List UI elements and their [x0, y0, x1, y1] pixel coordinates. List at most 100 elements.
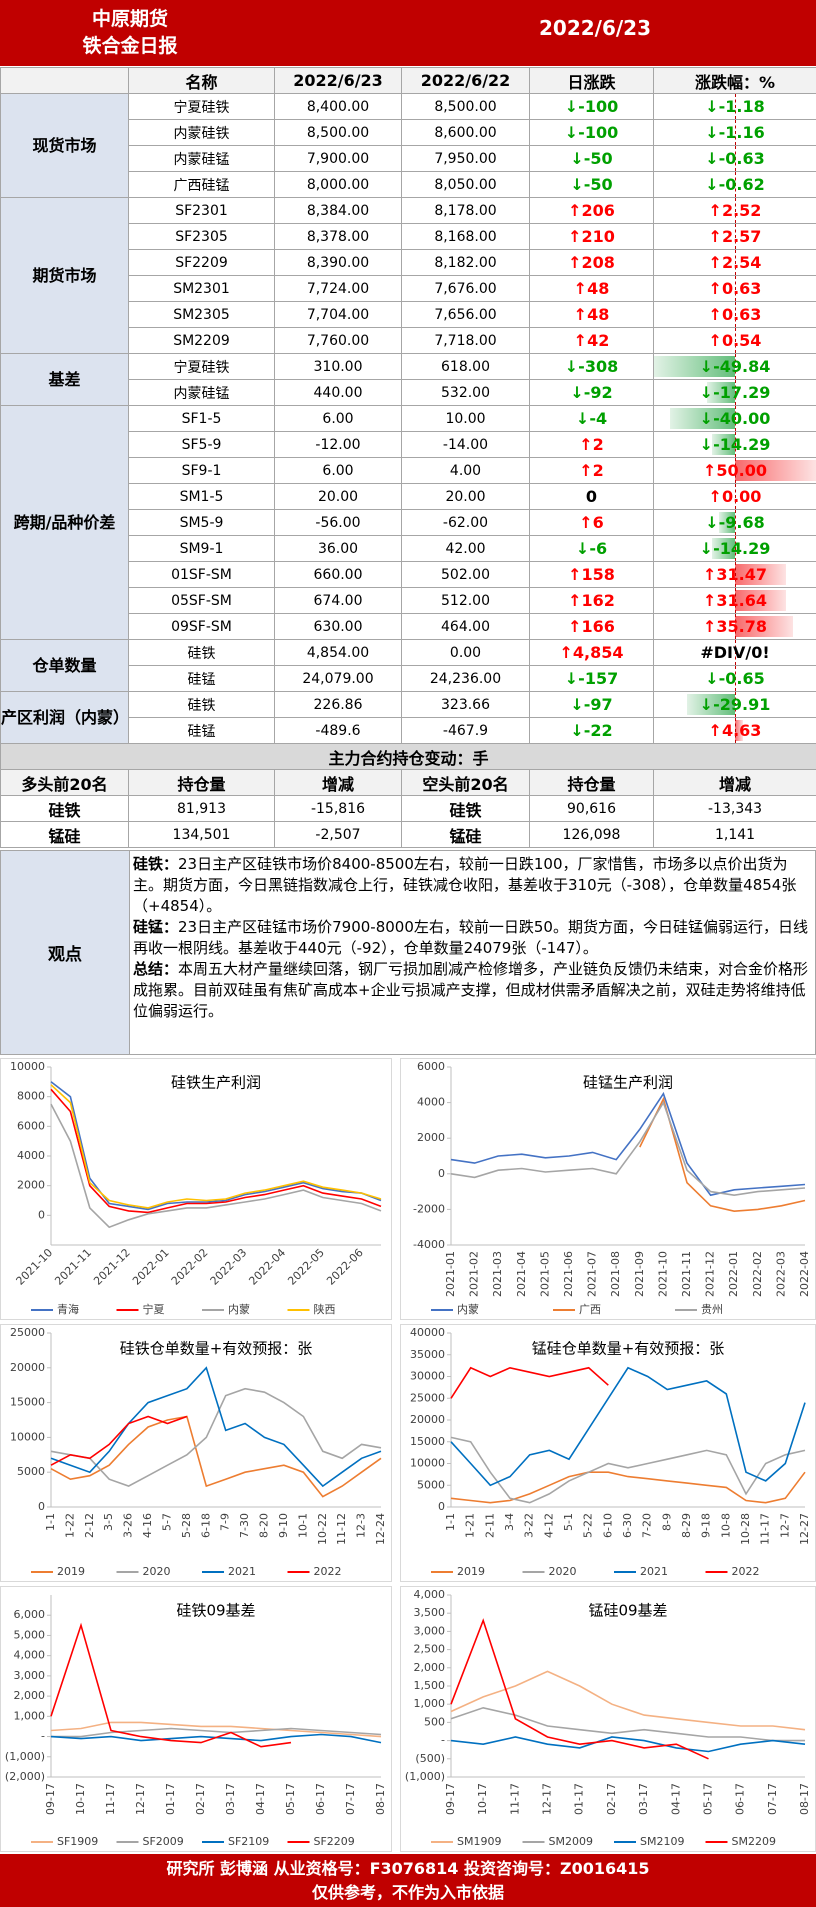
- x-tick-label: 11-12: [335, 1513, 348, 1545]
- x-tick-label: 10-17: [476, 1783, 489, 1815]
- table-row: 硅锰 24,079.00 24,236.00 ↓-157 ↓-0.65: [1, 665, 816, 692]
- change-pct-cell: ↓-49.84: [653, 353, 816, 380]
- position-value: 126,098: [529, 821, 654, 848]
- change-pct: ↓-1.18: [705, 97, 765, 116]
- daily-change: ↑2: [529, 457, 654, 484]
- legend-label: 内蒙: [457, 1302, 479, 1316]
- column-header: 2022/6/22: [401, 67, 530, 94]
- group-label: 现货市场: [0, 93, 129, 198]
- data-bar: [686, 694, 735, 715]
- y-tick-label: 1,000: [14, 1709, 46, 1722]
- change-pct-cell: ↑2.57: [653, 223, 816, 250]
- table-row: SM5-9 -56.00 -62.00 ↑6 ↓-9.68: [1, 509, 816, 536]
- daily-change: ↓-50: [529, 145, 654, 172]
- x-tick-label: 5-7: [160, 1513, 173, 1531]
- item-name: SF5-9: [128, 431, 275, 458]
- series-line: [50, 1415, 382, 1498]
- x-tick-label: 9-10: [277, 1513, 290, 1538]
- variety: 锰硅: [401, 821, 530, 848]
- column-header: 多头前20名: [0, 769, 129, 796]
- daily-change: ↑4,854: [529, 639, 654, 666]
- daily-change: ↑210: [529, 223, 654, 250]
- x-tick-label: 03-17: [637, 1783, 650, 1815]
- daily-change: ↑48: [529, 301, 654, 328]
- center-line: [735, 354, 736, 379]
- data-bar: [707, 382, 735, 403]
- x-tick-label: 05-17: [284, 1783, 297, 1815]
- change-pct: ↓-14.29: [699, 539, 771, 558]
- price: 8,000.00: [274, 171, 402, 198]
- x-tick-label: 1-21: [464, 1513, 477, 1538]
- x-tick-label: 11-17: [104, 1783, 117, 1815]
- series-line: [50, 1622, 292, 1748]
- blank-header: [0, 67, 129, 94]
- table-row: 广西硅锰 8,000.00 8,050.00 ↓-50 ↓-0.62: [1, 171, 816, 198]
- x-tick-label: 06-17: [734, 1783, 747, 1815]
- table-row: 硅铁 81,913 -15,816 硅铁 90,616 -13,343: [0, 795, 816, 822]
- price: 226.86: [274, 691, 402, 718]
- column-header: 空头前20名: [401, 769, 530, 796]
- change-pct: ↑2.52: [708, 201, 762, 220]
- daily-change: ↑206: [529, 197, 654, 224]
- change-pct-cell: ↑2.52: [653, 197, 816, 224]
- item-name: SF2209: [128, 249, 275, 276]
- series-line: [50, 1415, 188, 1466]
- x-tick-label: 7-30: [238, 1513, 251, 1538]
- position-value: 1,141: [652, 821, 816, 848]
- x-tick-label: 08-17: [374, 1783, 387, 1815]
- y-tick-label: (1,000): [5, 1750, 45, 1763]
- price: 20.00: [274, 483, 402, 510]
- x-tick-label: 2021-10: [14, 1246, 56, 1288]
- price: 310.00: [274, 353, 402, 380]
- data-bar: [735, 564, 786, 585]
- table-row: SM1-5 20.00 20.00 0 ↑0.00: [1, 483, 816, 510]
- view-text: 23日主产区硅锰市场价7900-8000左右，较前一日跌50。期货方面，今日硅锰…: [133, 918, 808, 957]
- x-tick-label: 10-22: [316, 1513, 329, 1545]
- column-header: 名称: [128, 67, 275, 94]
- change-pct-cell: #DIV/0!: [653, 639, 816, 666]
- price: 7,704.00: [274, 301, 402, 328]
- x-tick-label: 10-8: [719, 1513, 732, 1538]
- change-pct: ↑0.54: [708, 331, 762, 350]
- x-tick-label: 2022-01: [130, 1246, 172, 1288]
- group-label: 期货市场: [0, 197, 129, 354]
- column-header: 2022/6/23: [274, 67, 402, 94]
- variety: 硅铁: [0, 795, 129, 822]
- header: 中原期货 铁合金日报 2022/6/23: [0, 0, 816, 67]
- item-name: 硅铁: [128, 691, 275, 718]
- data-bar: [719, 512, 735, 533]
- x-tick-label: 11-17: [759, 1513, 772, 1545]
- price-table: 名称 2022/6/23 2022/6/22 日涨跌 涨跌幅：% 现货市场 宁夏硅铁 8,4…: [0, 67, 816, 744]
- change-pct: ↓-1.16: [705, 123, 765, 142]
- series-line: [50, 1366, 382, 1488]
- x-tick-label: 2022-03: [208, 1246, 250, 1288]
- column-header: 增减: [652, 769, 816, 796]
- series-line: [450, 1091, 806, 1197]
- legend-label: 内蒙: [228, 1302, 250, 1316]
- daily-change: ↓-157: [529, 665, 654, 692]
- series-line: [450, 1100, 806, 1197]
- view-paragraph: 硅锰：23日主产区硅锰市场价7900-8000左右，较前一日跌50。期货方面，今…: [133, 917, 809, 959]
- change-pct-cell: ↓-1.18: [653, 93, 816, 120]
- data-bar: [735, 720, 743, 741]
- column-header: 持仓量: [529, 769, 654, 796]
- series-line: [450, 1436, 806, 1504]
- x-tick-label: 2021-09: [633, 1251, 646, 1297]
- change-pct-cell: ↑0.63: [653, 301, 816, 328]
- x-tick-label: 2022-03: [774, 1251, 787, 1297]
- change-pct-cell: ↓-17.29: [653, 379, 816, 406]
- price: 36.00: [274, 535, 402, 562]
- change-pct-cell: ↓-1.16: [653, 119, 816, 146]
- footer: 研究所 彭博涵 从业资格号：F3076814 投资咨询号：Z0016415 仅供…: [0, 1854, 816, 1907]
- x-tick-label: 3-26: [122, 1513, 135, 1538]
- x-tick-label: 2021-10: [656, 1251, 669, 1297]
- table-row: 期货市场 SF2301 8,384.00 8,178.00 ↑206 ↑2.52: [0, 197, 816, 354]
- change-pct: ↓-17.29: [699, 383, 771, 402]
- views: 观点 硅铁：23日主产区硅铁市场价8400-8500左右，较前一日跌100，厂家…: [0, 850, 816, 1055]
- table-row: 基差 宁夏硅铁 310.00 618.00 ↓-308 ↓-49.84: [0, 353, 816, 406]
- y-tick-label: 0: [438, 1167, 445, 1180]
- daily-change: ↑2: [529, 431, 654, 458]
- legend-label: 贵州: [701, 1303, 723, 1316]
- center-line: [735, 328, 736, 353]
- x-tick-label: 2022-04: [798, 1251, 811, 1297]
